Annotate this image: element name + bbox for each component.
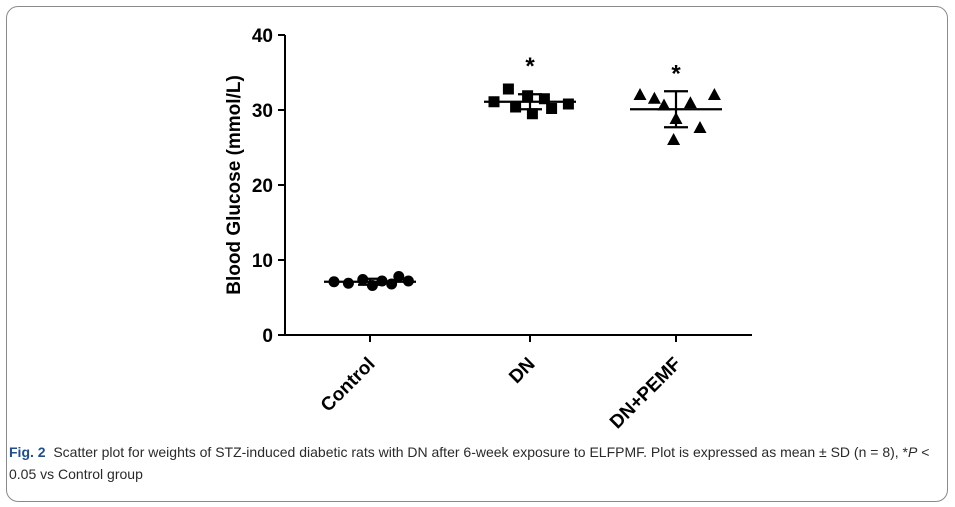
x-tick-label-dn-pemf: DN+PEMF (606, 354, 685, 433)
data-point-control (328, 276, 340, 288)
data-point-control (357, 274, 369, 285)
figure-frame (6, 6, 948, 502)
data-point-control (342, 277, 354, 289)
axes (278, 34, 752, 342)
data-point-dn (526, 108, 538, 120)
data-point-dn-pemf (693, 121, 707, 133)
scatter-chart: 0 10 20 30 40 Control DN DN+PEMF Blood Glucose (… (224, 26, 752, 433)
data-point-control (366, 280, 378, 291)
x-tick-label-dn: DN (505, 354, 539, 388)
data-point-control (386, 278, 398, 290)
x-tick-label-control: Control (317, 354, 380, 417)
y-tick-label: 20 (252, 176, 273, 197)
data-point-dn-pemf (633, 88, 647, 100)
data-point-dn-pemf (647, 91, 661, 104)
chart-labels: 0 10 20 30 40 Control DN DN+PEMF Blood Glucose (… (224, 26, 686, 433)
y-tick-label: 10 (252, 251, 273, 272)
data-point-dn (502, 83, 514, 95)
figure-caption: Fig. 2 Scatter plot for weights of STZ-i… (9, 441, 939, 485)
caption-text-end: < 0.05 vs Control group (9, 444, 930, 482)
data-point-dn-pemf (669, 112, 683, 124)
significance-marker-dn: * (525, 53, 535, 80)
data-point-control (393, 271, 405, 282)
data-point-dn (546, 103, 558, 114)
chart-marks (324, 83, 722, 291)
data-point-dn-pemf (683, 96, 697, 109)
data-point-control (402, 275, 414, 287)
y-axis-label: Blood Glucose (mmol/L) (224, 75, 245, 295)
data-point-dn (488, 96, 500, 108)
figure-label: Fig. 2 (9, 444, 46, 460)
y-tick-label: 40 (252, 26, 273, 47)
data-point-dn-pemf (657, 98, 671, 111)
y-tick-label: 0 (262, 326, 273, 347)
data-point-dn (538, 93, 550, 105)
p-value-symbol: P (908, 444, 918, 460)
data-point-dn (562, 98, 574, 110)
data-point-control (376, 275, 388, 287)
caption-text: Scatter plot for weights of STZ-induced … (53, 444, 908, 460)
data-point-dn-pemf (667, 133, 681, 145)
data-point-dn-pemf (707, 88, 721, 100)
data-point-dn (510, 101, 522, 113)
significance-marker-dn-pemf: * (671, 60, 681, 87)
y-tick-label: 30 (252, 101, 273, 122)
data-point-dn (522, 90, 534, 102)
